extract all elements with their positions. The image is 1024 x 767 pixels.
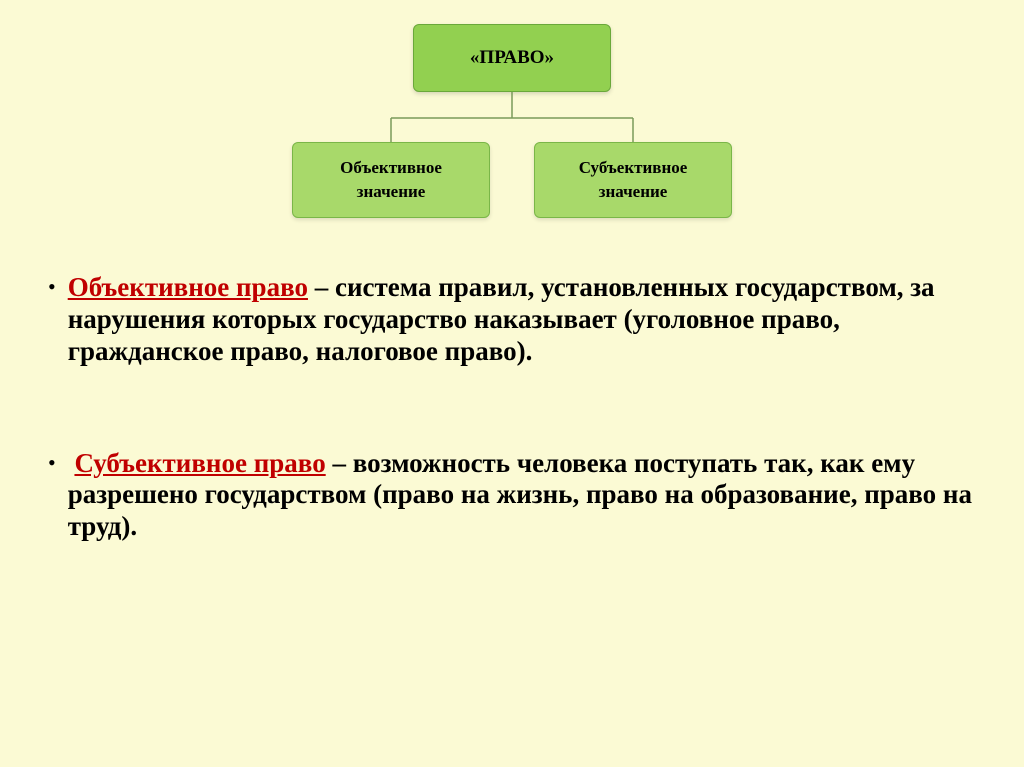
definitions-list: • Объективное право – система правил, ус… [48, 272, 976, 623]
child-node-line1: Субъективное [579, 156, 688, 180]
child-node-line1: Объективное [340, 156, 442, 180]
child-node-line2: значение [599, 180, 668, 204]
child-node-line2: значение [357, 180, 426, 204]
children-row: Объективное значение Субъективное значен… [292, 142, 732, 218]
child-node-subjective: Субъективное значение [534, 142, 732, 218]
root-node-label: «ПРАВО» [470, 47, 554, 69]
definition-item: • Субъективное право – возможность челов… [48, 448, 976, 544]
bullet-icon: • [48, 450, 56, 476]
definition-text: Субъективное право – возможность человек… [68, 448, 976, 544]
definition-term: Субъективное право [74, 448, 325, 478]
definition-term: Объективное право [68, 272, 308, 302]
root-node: «ПРАВО» [413, 24, 611, 92]
child-node-objective: Объективное значение [292, 142, 490, 218]
definition-text: Объективное право – система правил, уста… [68, 272, 976, 368]
definition-item: • Объективное право – система правил, ус… [48, 272, 976, 368]
bullet-icon: • [48, 274, 56, 300]
diagram-container: «ПРАВО» Объективное значение Субъективно… [0, 24, 1024, 218]
